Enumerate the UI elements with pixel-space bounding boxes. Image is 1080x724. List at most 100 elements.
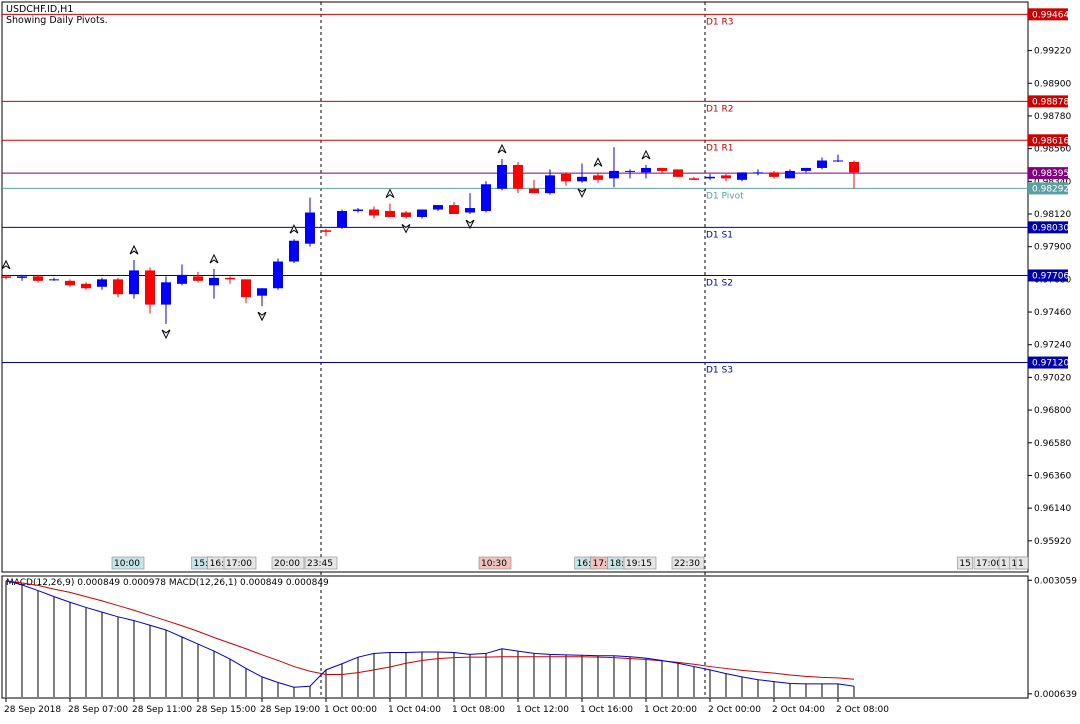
fractal-down-arrow [161, 329, 171, 340]
pivot-level-name: D1 R2 [706, 104, 734, 114]
x-tick-label: 2 Oct 08:00 [836, 705, 889, 715]
candle-body [353, 209, 363, 212]
candle-body [849, 161, 859, 173]
x-tick-label: 1 Oct 16:00 [580, 705, 633, 715]
candle [241, 279, 251, 304]
y-tick-label: 0.98120 [1034, 210, 1071, 220]
candle-body [449, 205, 459, 214]
candle-body [193, 276, 203, 281]
candle-body [209, 277, 219, 286]
y-tick-label: 0.97460 [1034, 308, 1071, 318]
fractal-up-arrow [593, 157, 603, 167]
candle [673, 169, 683, 177]
x-tick-label: 1 Oct 20:00 [644, 705, 697, 715]
candle [529, 179, 539, 194]
candle [817, 157, 827, 170]
candle [1, 274, 11, 280]
candle [801, 167, 811, 173]
pivot-price-tag [1028, 221, 1068, 234]
candle [177, 264, 187, 286]
symbol-title: USDCHF.ID,H1 [6, 4, 73, 15]
candle-body [241, 279, 251, 298]
pivot-price-tag-text: 0.98878 [1032, 97, 1069, 107]
candle-body [801, 167, 811, 171]
fractal-up-arrow [497, 143, 507, 154]
candle-body [481, 184, 491, 212]
fractal-down-arrow [577, 188, 587, 198]
candle-body [65, 280, 75, 286]
macd-signal-line [5, 580, 855, 680]
session-marker-text: 22:30 [674, 559, 700, 569]
session-marker-text: 16: [577, 559, 591, 569]
candle-body [129, 270, 139, 295]
candle-body [593, 175, 603, 180]
pivot-price-tag-text: 0.99464 [1032, 10, 1069, 20]
candle [833, 154, 843, 162]
candle [225, 276, 235, 284]
x-tick-label: 2 Oct 00:00 [708, 705, 761, 715]
y-tick-label: 0.98900 [1034, 79, 1071, 89]
pivot-level-name: D1 R3 [706, 17, 734, 27]
candle [113, 277, 123, 298]
fractal-up-arrow [641, 149, 651, 160]
y-tick-label: 0.99220 [1034, 47, 1071, 57]
candle-body [385, 211, 395, 217]
pivot-price-tag-text: 0.97120 [1032, 359, 1069, 369]
fractal-up-arrow [385, 188, 395, 198]
x-tick-label: 28 Sep 15:00 [196, 705, 256, 715]
y-tick-label: 0.97900 [1034, 243, 1071, 253]
candle-body [641, 167, 651, 173]
candle-body [513, 164, 523, 189]
session-marker-text: 10:00 [114, 559, 140, 569]
fractal-up-arrow [209, 253, 219, 264]
session-marker [957, 556, 973, 570]
candle-body [529, 188, 539, 194]
pivot-price-tag-text: 0.97706 [1032, 271, 1069, 281]
x-tick-label: 28 Sep 11:00 [132, 705, 192, 715]
x-tick-label: 1 Oct 08:00 [452, 705, 505, 715]
macd-panel-frame [1, 575, 1029, 699]
candle [417, 209, 427, 219]
x-tick-label: 28 Sep 07:00 [68, 705, 128, 715]
candle [273, 258, 283, 290]
current-price-tag-text: 0.98395 [1032, 169, 1069, 179]
session-marker-text: 10:30 [481, 559, 507, 569]
candle-body [625, 170, 635, 172]
candle-body [753, 172, 763, 174]
candle-body [177, 274, 187, 284]
macd-main-line [5, 580, 855, 688]
candle [353, 208, 363, 213]
fractal-down-arrow [465, 219, 475, 230]
candle [593, 172, 603, 183]
fractal-up-arrow [1, 259, 11, 270]
session-marker-text: 17:00 [976, 559, 1002, 569]
candle-body [737, 172, 747, 180]
candle-body [145, 270, 155, 305]
candle [481, 181, 491, 213]
pivot-price-tag-text: 0.98616 [1032, 136, 1069, 146]
candle-body [417, 209, 427, 217]
candle [561, 172, 571, 186]
candle [33, 274, 43, 283]
session-marker-text: 18: [610, 559, 624, 569]
candle-body [657, 167, 667, 171]
session-marker-text: 23:45 [307, 559, 333, 569]
candle [753, 169, 763, 176]
candle-body [721, 175, 731, 179]
candle [465, 193, 475, 214]
candle [65, 279, 75, 287]
candle [513, 161, 523, 194]
pivot-level-name: D1 S3 [706, 366, 733, 376]
pivot-price-tag [1028, 356, 1068, 369]
candle-body [577, 176, 587, 182]
macd-y-tick-label: 0.003059 [1034, 576, 1077, 586]
y-tick-label: 0.96800 [1034, 406, 1071, 416]
fractal-up-arrow [289, 224, 299, 234]
fractal-up-arrow [129, 244, 139, 255]
candle [81, 282, 91, 290]
candle [209, 268, 219, 299]
candle-body [97, 279, 107, 287]
y-tick-label: 0.97020 [1034, 373, 1071, 383]
